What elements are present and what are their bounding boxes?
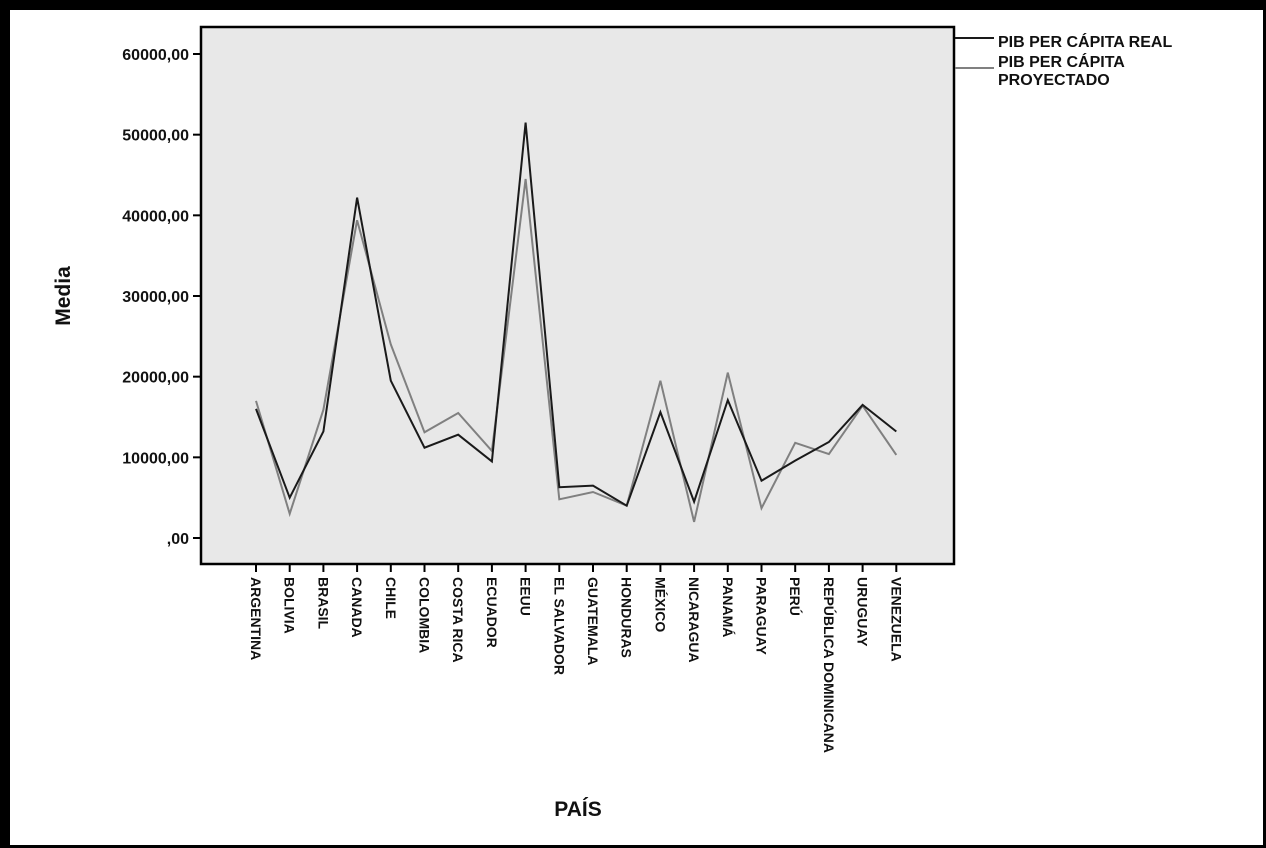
x-tick-label: MÉXICO: [652, 577, 668, 632]
x-tick-label: EL SALVADOR: [551, 577, 567, 675]
series-layer: [255, 122, 898, 523]
legend-label-projected-line1: PIB PER CÁPITA: [998, 52, 1125, 71]
x-tick-label: CANADA: [349, 577, 365, 638]
x-axis-title: PAÍS: [554, 798, 601, 821]
x-tick-label: BOLIVIA: [282, 577, 298, 634]
x-tick-label: VENEZUELA: [888, 577, 904, 662]
x-tick-label: GUATEMALA: [585, 577, 601, 665]
x-tick-label: ARGENTINA: [248, 577, 264, 660]
legend-label-real: PIB PER CÁPITA REAL: [998, 32, 1172, 51]
x-tick-label: NICARAGUA: [686, 577, 702, 663]
x-tick-label: PERÚ: [787, 577, 804, 616]
y-tick-label: ,00: [167, 531, 189, 548]
y-axis-title: Media: [52, 266, 75, 326]
x-tick-label: CHILE: [383, 577, 399, 619]
series-line-real: [255, 122, 897, 508]
x-tick-label: HONDURAS: [619, 577, 635, 658]
x-tick-label: COLOMBIA: [417, 577, 433, 653]
x-tick-label: ECUADOR: [484, 577, 500, 648]
y-axis: ,00 10000,00 20000,00 30000,00 40000,00 50000…: [122, 47, 201, 548]
y-tick-label: 20000,00: [122, 370, 189, 387]
x-tick-label: URUGUAY: [855, 577, 871, 647]
x-tick-label: BRASIL: [315, 577, 331, 630]
x-tick-label: COSTA RICA: [450, 577, 466, 663]
y-tick-label: 60000,00: [122, 47, 189, 64]
plot-area: [199, 25, 956, 566]
x-tick-label: PARAGUAY: [754, 577, 770, 655]
legend-label-projected-line2: PROYECTADO: [998, 72, 1110, 89]
x-tick-label: PANAMÁ: [720, 577, 736, 637]
y-tick-label: 40000,00: [122, 208, 189, 225]
x-tick-label: REPÚBLICA DOMINICANA: [821, 577, 838, 753]
y-tick-label: 10000,00: [122, 450, 189, 467]
x-tick-label: EEUU: [518, 577, 534, 616]
legend: PIB PER CÁPITA REAL PIB PER CÁPITA PROYE…: [955, 32, 1172, 89]
y-tick-label: 50000,00: [122, 128, 189, 145]
x-axis: ARGENTINA BOLIVIA BRASIL CANADA CHILE COLOMBI…: [248, 564, 904, 753]
series-line-projected: [255, 178, 898, 523]
y-tick-label: 30000,00: [122, 289, 189, 306]
